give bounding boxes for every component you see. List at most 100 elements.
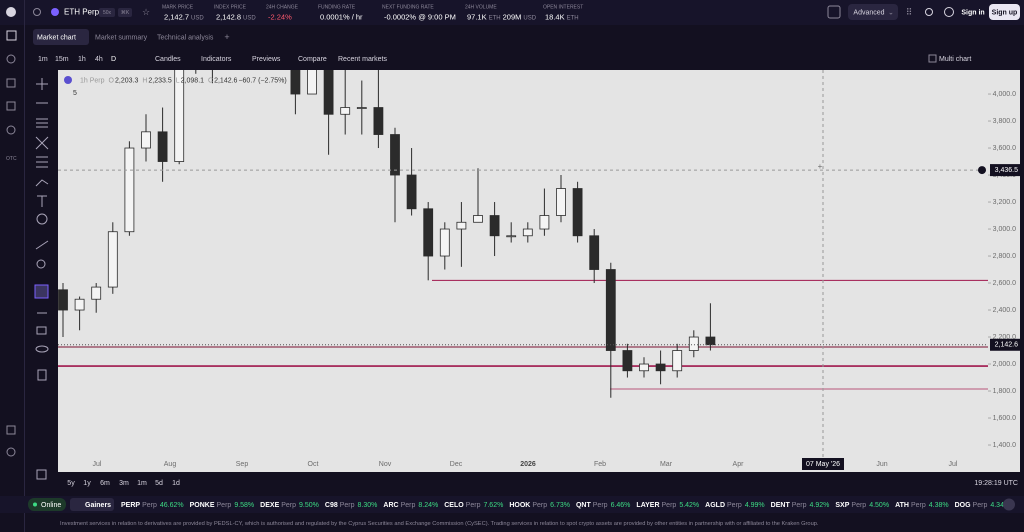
scroll-button[interactable] — [1003, 498, 1015, 511]
tool-icon[interactable] — [36, 156, 48, 168]
candle-body — [655, 363, 666, 372]
cross-tag-icon[interactable] — [978, 166, 986, 175]
chart-panel[interactable] — [58, 70, 1020, 472]
legend-open: 2,203.3 — [115, 77, 138, 84]
ticker-change: 4.34% — [990, 502, 1010, 509]
mode-label[interactable]: Advanced — [853, 9, 884, 16]
market-name[interactable]: ETH Perp — [64, 8, 100, 17]
globe-icon[interactable] — [944, 7, 954, 17]
y-tick-label: 2,400.0 — [993, 307, 1016, 314]
candle-body — [390, 134, 400, 176]
candle-body — [456, 221, 467, 230]
x-tick-label: Feb — [594, 461, 606, 468]
sign-up-button[interactable] — [989, 4, 1020, 20]
nav-icon[interactable] — [6, 125, 16, 135]
tool-icon[interactable] — [36, 78, 48, 90]
nav-icon[interactable] — [6, 54, 16, 64]
sign-in[interactable]: Sign in — [961, 9, 984, 16]
interval[interactable]: 15m — [55, 56, 69, 63]
ticker-item[interactable]: C98 Perp 8.30% — [325, 502, 378, 509]
crosshair-plus: + — [818, 162, 823, 171]
range[interactable]: 3m — [119, 480, 129, 487]
ticker-item[interactable]: SXP Perp 4.50% — [835, 502, 889, 509]
candle-body — [605, 269, 616, 351]
tool[interactable]: Compare — [298, 56, 327, 63]
status: Online — [41, 502, 61, 509]
range[interactable]: 5y — [67, 480, 75, 487]
range[interactable]: 5d — [155, 480, 163, 487]
tool-icon[interactable] — [36, 326, 47, 335]
tool-icon[interactable] — [36, 469, 47, 480]
active-tab[interactable] — [33, 29, 89, 45]
checkbox[interactable] — [928, 54, 937, 63]
mode-button[interactable] — [848, 4, 898, 20]
price-tag-bg — [990, 338, 1020, 351]
ticker-item[interactable]: QNT Perp 6.46% — [576, 502, 630, 509]
tool-icon[interactable] — [36, 213, 48, 225]
tool-icon[interactable] — [35, 240, 49, 250]
nav-icon[interactable] — [6, 425, 16, 435]
range[interactable]: 1y — [83, 480, 91, 487]
tool-icon[interactable] — [35, 179, 49, 187]
y-tick-label: 2,200.0 — [993, 334, 1016, 341]
ticker-change: 9.50% — [299, 502, 319, 509]
candle-body — [688, 336, 699, 351]
x-tick-label: Aug — [164, 461, 177, 468]
tool-icon[interactable] — [35, 345, 49, 353]
ticker-suffix: Perp — [727, 502, 742, 509]
tool-icon[interactable] — [35, 136, 49, 150]
interval[interactable]: 4h — [95, 56, 103, 63]
ticker-item[interactable]: ARC Perp 8.24% — [383, 502, 438, 509]
nav-icon[interactable] — [6, 447, 16, 457]
search-icon[interactable] — [33, 8, 41, 16]
ticker-symbol: HOOK — [509, 502, 530, 509]
ticker-item[interactable]: AGLD Perp 4.99% — [705, 502, 765, 509]
stat-part: USD — [191, 15, 204, 21]
apps-icon[interactable]: ⠿ — [906, 7, 913, 17]
ticker-item[interactable]: HOOK Perp 6.73% — [509, 502, 570, 509]
tool[interactable]: Previews — [252, 56, 281, 63]
tool-icon[interactable] — [36, 118, 48, 128]
logo[interactable] — [6, 7, 16, 17]
nav-icon[interactable] — [6, 78, 16, 88]
tool[interactable]: Indicators — [201, 56, 232, 63]
layout-icon[interactable] — [827, 5, 841, 19]
tab[interactable]: Technical analysis — [157, 34, 214, 41]
ticker-suffix: Perp — [593, 502, 608, 509]
star-icon[interactable]: ☆ — [142, 7, 150, 17]
tab[interactable]: Market chart — [37, 34, 76, 41]
range[interactable]: 6m — [100, 480, 110, 487]
ticker-item[interactable]: CELO Perp 7.62% — [444, 502, 503, 509]
tab[interactable]: Market summary — [95, 34, 148, 41]
tool[interactable]: Recent markets — [338, 56, 388, 63]
multi-chart[interactable]: Multi chart — [939, 56, 971, 63]
ticker-tab-label[interactable]: Gainers — [85, 502, 111, 509]
nav-icon[interactable] — [6, 101, 16, 111]
ticker-item[interactable]: PERP Perp 46.62% — [121, 502, 184, 509]
ticker-item[interactable]: PONKE Perp 9.58% — [190, 502, 255, 509]
range[interactable]: 1d — [172, 480, 180, 487]
ticker-item[interactable]: DOG Perp 4.34% — [955, 502, 1011, 509]
interval[interactable]: 1m — [38, 56, 48, 63]
theme-icon[interactable] — [925, 8, 933, 16]
ticker-symbol: SXP — [835, 502, 849, 509]
ticker-item[interactable]: LAYER Perp 5.42% — [636, 502, 699, 509]
ticker-tab[interactable] — [70, 498, 114, 511]
ticker-item[interactable]: DENT Perp 4.92% — [771, 502, 830, 509]
tool-icon[interactable] — [37, 195, 47, 207]
range[interactable]: 1m — [137, 480, 147, 487]
ticker-change: 8.30% — [358, 502, 378, 509]
tool-icon[interactable] — [34, 284, 49, 299]
tool-icon[interactable] — [37, 369, 47, 381]
interval[interactable]: 1h — [78, 56, 86, 63]
interval[interactable]: D — [111, 56, 116, 63]
nav-icon[interactable] — [6, 30, 17, 41]
ticker-item[interactable]: ATH Perp 4.38% — [895, 502, 949, 509]
nav-label[interactable]: OTC — [6, 156, 17, 162]
tool-icon[interactable] — [36, 259, 46, 269]
sign-up[interactable]: Sign up — [992, 9, 1018, 16]
tool[interactable]: Candles — [155, 56, 181, 63]
ticker-item[interactable]: DEXE Perp 9.50% — [260, 502, 319, 509]
add-tab[interactable]: + — [224, 32, 229, 42]
ticker-change: 46.62% — [160, 502, 184, 509]
